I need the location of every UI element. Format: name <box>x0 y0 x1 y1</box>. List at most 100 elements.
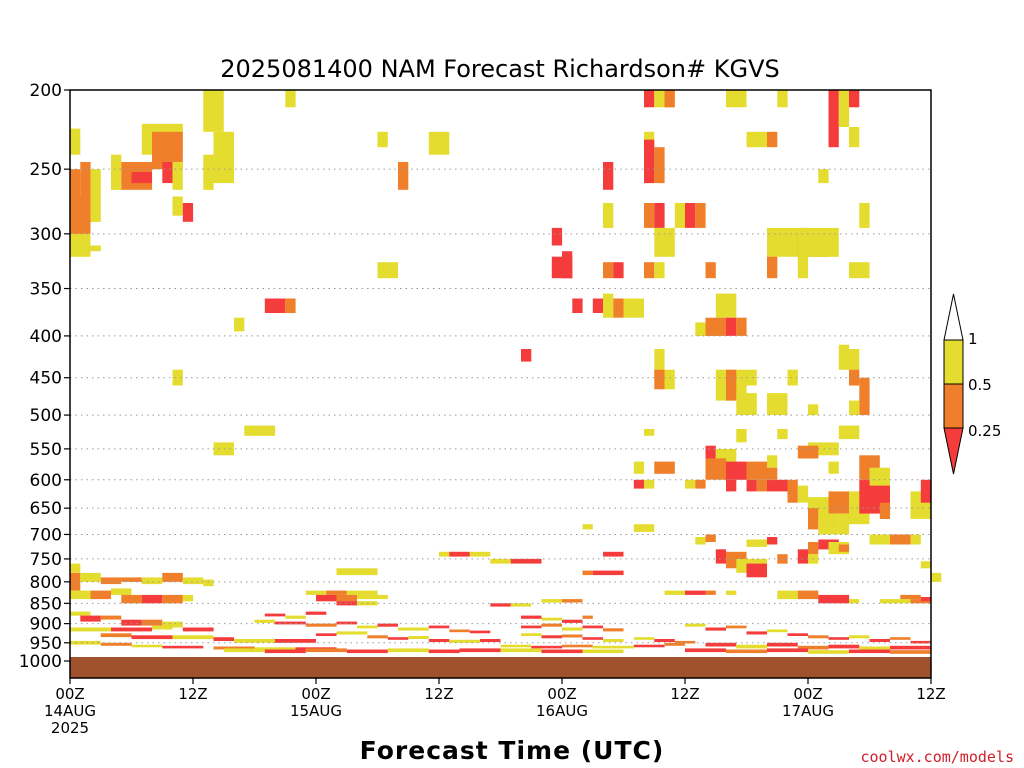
ri-cell <box>664 642 685 646</box>
ri-cell <box>644 203 655 228</box>
ri-cell <box>428 639 450 642</box>
x-tick-label: 00Z <box>547 685 576 703</box>
ri-cell <box>633 637 655 640</box>
ri-cell <box>736 429 747 443</box>
ri-cell <box>111 627 152 632</box>
ri-cell <box>828 127 839 148</box>
y-tick-label: 750 <box>30 550 62 570</box>
y-axis: 200 250 300 350 400 450 500 550 600 650 700 750 8008… <box>19 81 70 672</box>
ri-cell <box>223 648 265 653</box>
ri-cell <box>428 649 460 654</box>
y-tick-label: 200 <box>30 81 62 101</box>
ri-cell <box>849 649 890 654</box>
ri-cell <box>705 627 726 631</box>
ri-cell <box>264 613 286 617</box>
ri-cell <box>346 590 378 595</box>
ri-cell <box>674 203 686 228</box>
ri-cell <box>705 458 726 480</box>
ri-cell <box>633 461 645 474</box>
ri-cell <box>336 601 357 606</box>
ri-cell <box>100 642 132 646</box>
ri-cell <box>838 90 850 127</box>
ri-cell <box>449 551 470 557</box>
ri-cell <box>162 572 183 582</box>
legend-label: 0.5 <box>968 376 992 394</box>
x-tick-label: 12Z <box>424 685 453 703</box>
ri-cell <box>931 572 942 582</box>
ri-cell <box>654 203 665 228</box>
ri-cell <box>849 127 860 148</box>
ri-cell <box>285 90 296 108</box>
ri-cell <box>326 590 347 595</box>
ri-cell <box>828 644 860 649</box>
ri-cell <box>490 558 511 564</box>
ri-cell <box>685 648 726 653</box>
ri-cell <box>767 537 778 545</box>
legend-swatch-yellow <box>943 339 964 385</box>
ri-cell <box>910 640 931 644</box>
ri-cell <box>746 461 767 480</box>
ri-cell <box>305 648 347 653</box>
ri-cell <box>849 90 860 108</box>
ri-cell <box>705 642 737 647</box>
ri-cell <box>797 445 819 459</box>
ri-cell <box>767 131 778 148</box>
ri-cell <box>685 590 706 595</box>
ri-cell <box>736 317 747 336</box>
ri-cell <box>111 588 132 595</box>
ri-cell <box>336 594 357 602</box>
ri-cell <box>767 467 778 480</box>
ri-cell <box>162 621 183 628</box>
ri-cell <box>633 644 665 648</box>
y-tick-label: 800 <box>30 573 62 593</box>
ri-cell <box>346 649 388 654</box>
ri-cell <box>305 623 337 627</box>
ri-cell <box>162 162 173 184</box>
ri-cell <box>541 635 562 639</box>
ri-cell <box>685 203 696 228</box>
color-legend: 1 0.5 0.25 <box>943 293 1001 475</box>
ri-cell <box>70 572 81 591</box>
ri-cell <box>849 349 860 370</box>
ri-cell <box>336 631 368 635</box>
ri-cell <box>521 349 532 362</box>
y-tick-label: 700 <box>30 525 62 545</box>
ri-cell <box>70 233 91 257</box>
ri-cell <box>654 461 675 474</box>
ri-cell <box>705 445 716 459</box>
ri-cell <box>131 172 152 184</box>
ri-cell <box>408 636 429 639</box>
ri-cell <box>469 551 491 557</box>
ri-cell <box>767 455 778 468</box>
ri-cell <box>705 317 726 336</box>
ri-cell <box>808 508 819 530</box>
ri-cell <box>121 619 142 626</box>
ri-cell <box>726 317 737 336</box>
ri-cell <box>654 349 665 370</box>
ri-cell <box>264 298 286 313</box>
x-tick-label: 12Z <box>670 685 699 703</box>
ri-cell <box>797 590 819 600</box>
credit-text: coolwx.com/models <box>860 748 1014 766</box>
ri-cell <box>869 639 890 642</box>
ri-cell <box>726 479 737 492</box>
ri-cell <box>141 577 163 585</box>
ri-cell <box>480 639 501 642</box>
ri-cell <box>705 590 716 595</box>
ri-cell <box>797 256 809 279</box>
legend-cap-bottom <box>943 427 964 475</box>
ri-cell <box>377 262 398 279</box>
ri-cell <box>111 154 122 190</box>
ri-cell <box>777 590 798 600</box>
y-tick-label: 600 <box>30 471 62 491</box>
ri-cell <box>398 627 429 631</box>
ri-cell <box>838 344 850 370</box>
ri-cell <box>849 635 870 639</box>
ri-cell <box>141 594 163 604</box>
ri-cell <box>685 479 696 489</box>
ri-cell <box>828 442 839 456</box>
ri-cell <box>838 513 850 535</box>
ri-cell <box>100 615 122 620</box>
ri-cell <box>285 615 306 619</box>
ri-cell <box>756 479 768 492</box>
